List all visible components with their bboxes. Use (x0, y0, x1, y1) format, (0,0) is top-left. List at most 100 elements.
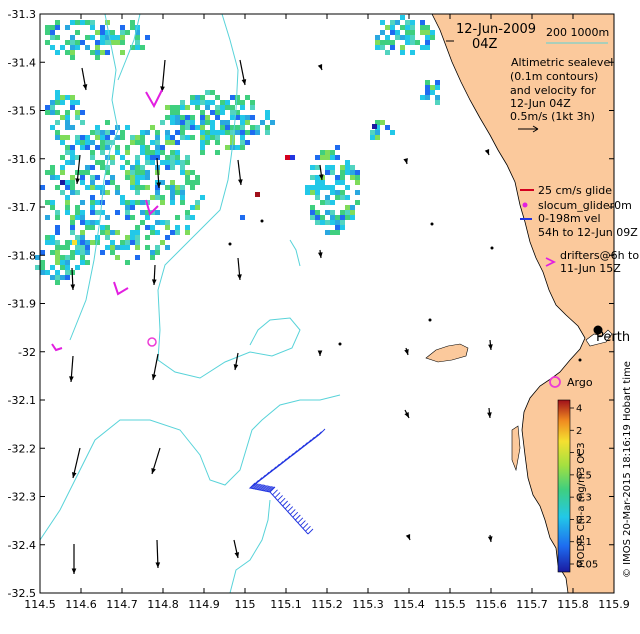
chl-pixel (95, 45, 100, 50)
chl-pixel (255, 130, 260, 135)
x-tick-label: 115.6 (475, 598, 507, 611)
chl-pixel (110, 250, 115, 255)
chl-pixel (35, 265, 40, 270)
chl-pixel (65, 185, 70, 190)
velocity-arrow-head (234, 552, 240, 558)
chl-pixel (340, 180, 345, 185)
chl-pixel (175, 185, 180, 190)
chl-pixel (75, 190, 80, 195)
chl-pixel (215, 135, 220, 140)
chl-pixel (205, 90, 210, 95)
chl-pixel (410, 25, 415, 30)
chl-pixel (420, 95, 425, 100)
chl-pixel (65, 260, 70, 265)
drifter-mark-3 (113, 281, 129, 296)
chl-pixel (55, 270, 60, 275)
chl-pixel (405, 20, 410, 25)
chl-pixel (95, 30, 100, 35)
scale-arrow-head (532, 125, 539, 133)
chl-pixel (65, 150, 70, 155)
chl-pixel (435, 85, 440, 90)
argo-float-marker (147, 337, 157, 347)
velocity-arrow-head (404, 349, 409, 355)
chl-pixel (75, 110, 80, 115)
chl-pixel (405, 30, 410, 35)
colorbar-tick-label: 2 (576, 426, 582, 437)
chl-pixel (115, 245, 120, 250)
chl-pixel (105, 190, 110, 195)
chl-pixel (100, 250, 105, 255)
chl-pixel-hi (372, 124, 377, 129)
chl-pixel (110, 230, 115, 235)
chl-pixel (425, 95, 430, 100)
velocity-dot (490, 246, 494, 250)
chl-pixel (65, 245, 70, 250)
copyright-text: © IMOS 20-Mar-2015 18:16:19 Hobart time (622, 361, 633, 578)
chl-pixel (175, 120, 180, 125)
glider-velocity-tick (287, 506, 294, 512)
y-tick-label: -31.3 (8, 8, 36, 21)
chl-pixel (55, 90, 60, 95)
chl-pixel (325, 170, 330, 175)
chl-pixel (145, 245, 150, 250)
chl-pixel (185, 170, 190, 175)
velocity-arrow-head (70, 284, 76, 290)
glider-velocity-tick (305, 439, 312, 446)
chl-pixel (105, 225, 110, 230)
chl-pixel (105, 145, 110, 150)
y-tick-label: -31.6 (8, 153, 36, 166)
chl-pixel (90, 205, 95, 210)
chl-pixel (80, 250, 85, 255)
chl-pixel-hi (72, 240, 77, 245)
y-tick-label: -31.9 (8, 298, 36, 311)
chl-pixel (50, 165, 55, 170)
chl-pixel (435, 95, 440, 100)
chl-pixel (155, 230, 160, 235)
chl-pixel (385, 35, 390, 40)
chl-pixel (390, 20, 395, 25)
chl-pixel (110, 155, 115, 160)
chl-pixel (265, 130, 270, 135)
chl-pixel (90, 225, 95, 230)
chl-pixel (145, 160, 150, 165)
chl-pixel (50, 100, 55, 105)
chl-pixel (335, 145, 340, 150)
chl-pixel (100, 165, 105, 170)
glider-line-3: 0-198m vel (538, 212, 601, 225)
chl-pixel (335, 175, 340, 180)
chl-pixel (75, 20, 80, 25)
chl-pixel (180, 165, 185, 170)
chl-pixel (180, 195, 185, 200)
chl-pixel (95, 145, 100, 150)
velocity-arrow-head (484, 149, 490, 155)
chl-pixel (125, 210, 130, 215)
chl-pixel (115, 150, 120, 155)
chl-pixel (65, 195, 70, 200)
chl-pixel (210, 100, 215, 105)
chl-pixel (145, 155, 150, 160)
chl-pixel (60, 100, 65, 105)
chl-pixel (80, 245, 85, 250)
contour-south-2 (229, 499, 271, 594)
chl-pixel (315, 165, 320, 170)
sealevel-line-4: 12-Jun 04Z (510, 97, 571, 110)
chl-pixel (180, 200, 185, 205)
chl-pixel (40, 270, 45, 275)
chl-pixel (200, 150, 205, 155)
chl-pixel (335, 180, 340, 185)
velocity-arrow-head (151, 279, 157, 285)
chl-pixel (50, 265, 55, 270)
chl-pixel (170, 190, 175, 195)
chl-pixel (65, 160, 70, 165)
chl-pixel (50, 35, 55, 40)
chl-pixel (95, 130, 100, 135)
chl-pixel (110, 175, 115, 180)
chl-pixel (120, 25, 125, 30)
colorbar-tick-label: 0.3 (576, 493, 592, 504)
chl-pixel (210, 135, 215, 140)
chl-pixel (420, 45, 425, 50)
chl-pixel (325, 150, 330, 155)
chl-pixel (135, 240, 140, 245)
chl-pixel (65, 115, 70, 120)
chl-pixel (310, 185, 315, 190)
